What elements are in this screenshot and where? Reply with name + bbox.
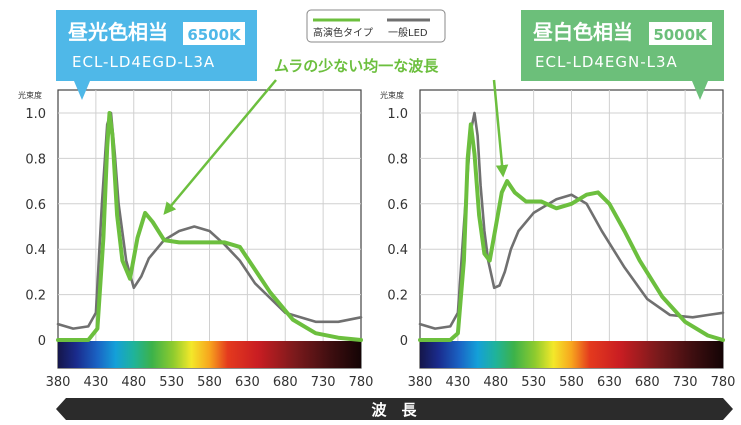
title-box-right: 昼白色相当 5000K ECL-LD4EGN-L3A [521, 10, 724, 100]
annotation-arrow-right [492, 79, 509, 178]
y-tick-label: 0.6 [387, 198, 408, 213]
spectrum-strip [420, 341, 723, 368]
y-tick-label: 0.4 [387, 243, 408, 258]
y-tick-label: 0.2 [387, 289, 408, 304]
series-line-high-cri [56, 111, 363, 342]
x-tick-label: 680 [273, 375, 298, 390]
model-right: ECL-LD4EGN-L3A [535, 53, 678, 71]
badge-left: 6500K [187, 26, 242, 44]
x-tick-label: 380 [46, 375, 71, 390]
annotation: ムラの少ない均一な波長 [163, 57, 509, 215]
y-tick-label: 0.8 [25, 152, 46, 167]
x-tick-label: 630 [235, 375, 260, 390]
x-tick-label: 380 [408, 375, 433, 390]
series-line-high-cri [418, 122, 725, 342]
legend-label-standard: 一般LED [388, 26, 428, 39]
y-axis-label: 光束度 [18, 90, 42, 100]
wavelength-band: 波 長 [56, 398, 733, 420]
chart-panel-right: 380 430 480 530 580 630 680 730 780 0 0.2 0.4 0.6 0.8… [380, 89, 736, 390]
chart-panel-left: 380 430 480 530 580 630 680 730 780 0 0.2 0.4 0.6 0.8… [18, 89, 374, 390]
title-left: 昼光色相当 [68, 20, 168, 44]
x-tick-label: 430 [445, 375, 470, 390]
x-tick-label: 580 [197, 375, 222, 390]
x-tick-label: 780 [711, 375, 736, 390]
x-tick-label: 530 [521, 375, 546, 390]
annotation-text: ムラの少ない均一な波長 [274, 57, 439, 75]
x-tick-label: 580 [559, 375, 584, 390]
y-tick-label: 1.0 [25, 107, 46, 122]
x-tick-label: 780 [349, 375, 374, 390]
x-tick-label: 480 [483, 375, 508, 390]
y-tick-label: 0.4 [25, 243, 46, 258]
legend-label-high-cri: 高演色タイプ [313, 26, 373, 39]
x-tick-label: 530 [159, 375, 184, 390]
x-tick-label: 730 [673, 375, 698, 390]
x-tick-label: 630 [597, 375, 622, 390]
annotation-arrow-left [163, 79, 277, 215]
series-line-standard [56, 111, 363, 330]
title-right: 昼白色相当 [533, 20, 633, 44]
title-box-left: 昼光色相当 6500K ECL-LD4EGD-L3A [56, 10, 257, 100]
model-left: ECL-LD4EGD-L3A [72, 53, 215, 71]
spectrum-strip [58, 341, 361, 368]
x-tick-label: 480 [121, 375, 146, 390]
badge-right: 5000K [653, 26, 708, 44]
y-axis-label: 光束度 [380, 90, 404, 100]
y-tick-label: 0.8 [387, 152, 408, 167]
y-tick-label: 0 [400, 334, 408, 349]
y-tick-label: 0 [38, 334, 46, 349]
y-tick-label: 0.6 [25, 198, 46, 213]
x-tick-label: 430 [83, 375, 108, 390]
y-tick-label: 1.0 [387, 107, 408, 122]
legend: 高演色タイプ 一般LED [306, 9, 446, 43]
y-tick-label: 0.2 [25, 289, 46, 304]
x-tick-label: 680 [635, 375, 660, 390]
x-tick-label: 730 [311, 375, 336, 390]
wavelength-band-label: 波 長 [371, 401, 417, 419]
